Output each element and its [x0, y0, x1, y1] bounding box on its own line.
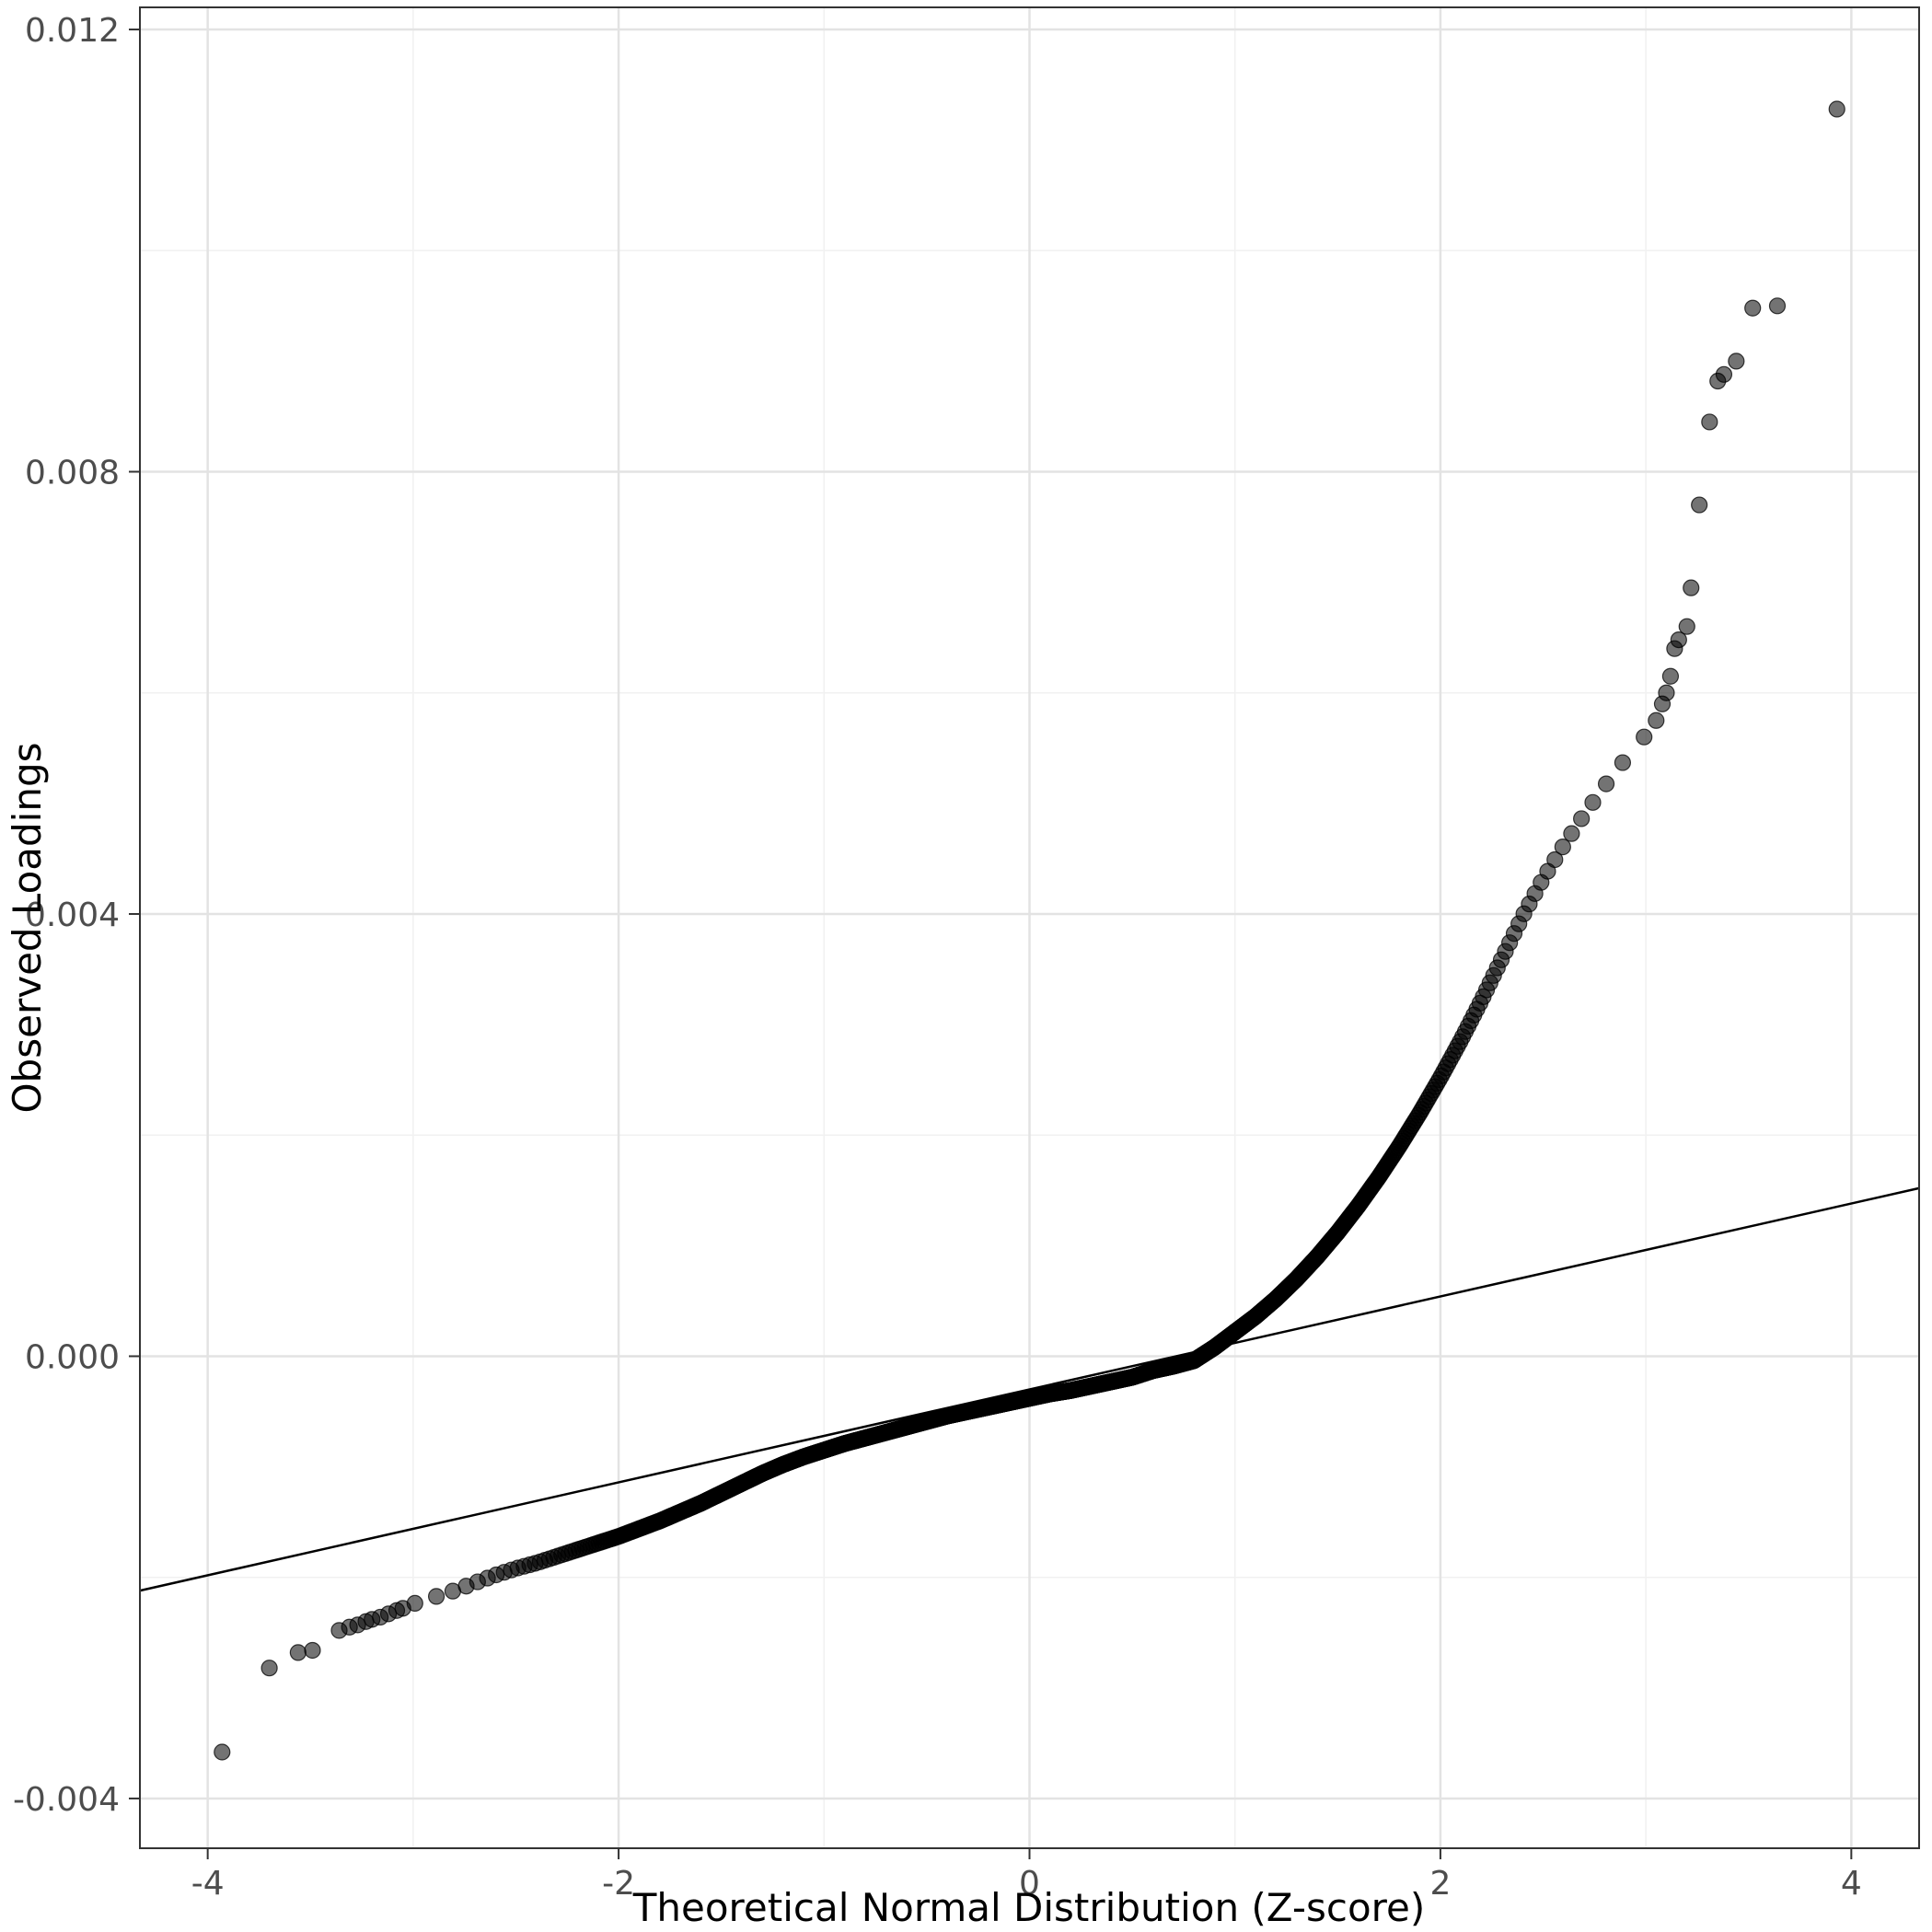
data-point-outlier [1661, 667, 1680, 685]
x-tick-label: -4 [191, 1865, 225, 1903]
data-point [1546, 850, 1564, 869]
data-point-outlier [1828, 100, 1845, 118]
axis-ticks-and-labels: -4 -2 0 2 4 -0.004 0.000 0.004 0.008 0.012 [13, 12, 1862, 1903]
qq-reference-line [139, 1186, 1920, 1592]
data-point-outlier [1691, 496, 1708, 514]
x-axis-title: Theoretical Normal Distribution (Z-score… [632, 1885, 1426, 1930]
scatter-points [214, 100, 1845, 1761]
data-point-outlier [1658, 684, 1675, 701]
data-point-outlier [1744, 299, 1762, 317]
data-point [1636, 728, 1653, 746]
data-point-outlier [1701, 413, 1718, 431]
data-point-outlier [289, 1644, 307, 1661]
major-gridlines [140, 7, 1919, 1848]
data-point-outlier [214, 1743, 231, 1761]
data-point-outlier [304, 1641, 321, 1660]
data-point-outlier [1648, 711, 1665, 729]
y-tick-label: 0.008 [25, 455, 120, 492]
data-point [1584, 793, 1602, 811]
data-point [427, 1588, 445, 1605]
data-point-outlier [1678, 618, 1695, 635]
x-tick-label: 2 [1429, 1865, 1451, 1903]
y-axis-title: Observed Loadings [5, 743, 50, 1114]
x-tick-label: -2 [602, 1865, 635, 1903]
data-point [1614, 754, 1632, 771]
y-tick-label: 0.000 [25, 1338, 120, 1376]
data-point-outlier [394, 1600, 411, 1617]
data-point-outlier [1768, 297, 1787, 315]
y-tick-label: -0.004 [13, 1781, 120, 1819]
data-point [1597, 775, 1615, 792]
data-point-outlier [1683, 579, 1700, 596]
y-tick-label: 0.004 [25, 897, 120, 934]
x-tick-label: 4 [1841, 1865, 1862, 1903]
y-tick-label: 0.012 [25, 12, 120, 50]
data-point [1563, 825, 1580, 842]
data-point [1554, 839, 1571, 856]
data-point-outlier [1728, 353, 1745, 370]
x-tick-label: 0 [1019, 1865, 1040, 1903]
data-point-outlier [260, 1660, 278, 1677]
data-point-outlier [1670, 631, 1687, 649]
data-point [1573, 810, 1591, 827]
qq-reference-line-group [139, 1186, 1920, 1592]
data-point-outlier [1715, 365, 1733, 383]
